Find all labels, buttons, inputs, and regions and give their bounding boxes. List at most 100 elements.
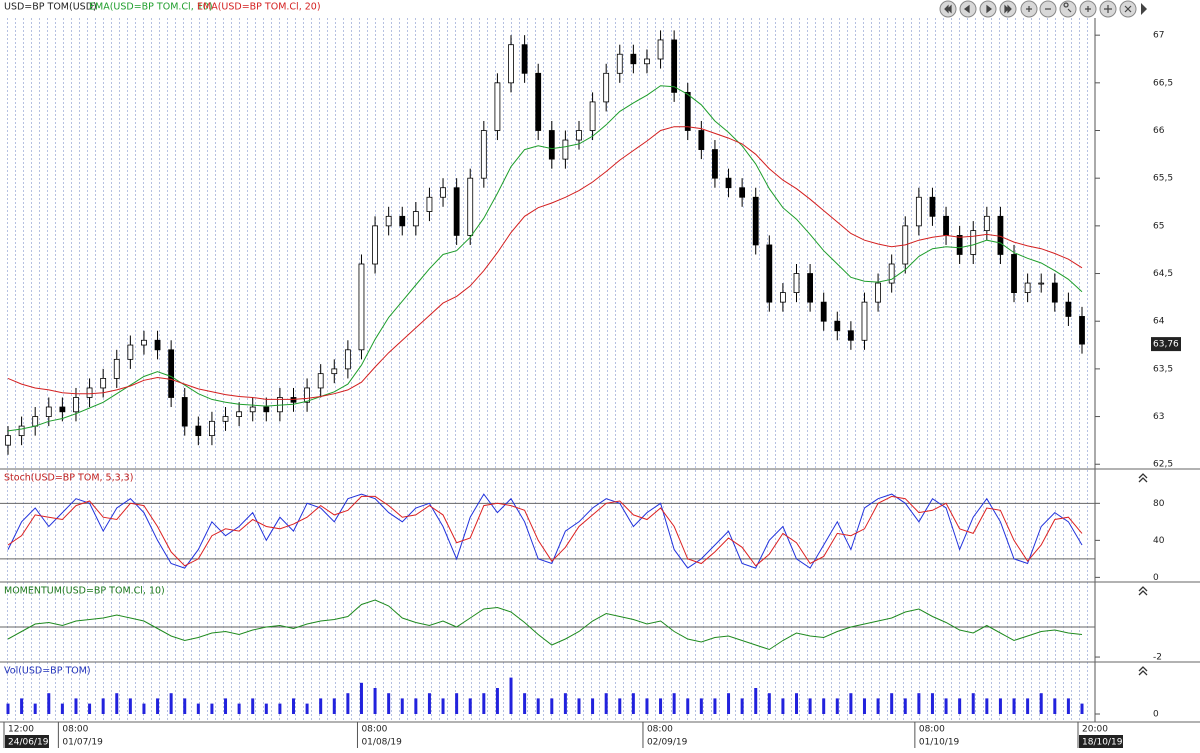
volume-bar (822, 698, 826, 714)
candle-body (956, 234, 963, 255)
candle-body (344, 349, 351, 370)
candle-body (766, 244, 773, 303)
toolbar-icon[interactable] (1141, 3, 1147, 15)
volume-bar (33, 703, 37, 714)
candle-body (127, 344, 134, 360)
volume-bar (659, 698, 663, 714)
y-tick-label: 63,5 (1153, 364, 1173, 374)
volume-bar (1053, 698, 1057, 714)
toolbar-icon[interactable] (1085, 6, 1091, 12)
toolbar-icon[interactable] (1104, 5, 1112, 13)
volume-bar (536, 698, 540, 714)
collapse-button[interactable] (1138, 473, 1148, 483)
volume-bar (998, 698, 1002, 714)
x-tick-date: 01/08/19 (361, 738, 402, 748)
volume-bar (278, 703, 282, 714)
volume-bar (224, 698, 228, 714)
candle-body (834, 320, 841, 332)
candle-body (1065, 301, 1072, 317)
candle-body (562, 139, 569, 160)
candle-body (222, 416, 229, 422)
x-tick-date: 01/07/19 (62, 738, 103, 748)
candle-body (154, 339, 161, 351)
candle-body (521, 44, 528, 74)
x-tick-time: 08:00 (919, 725, 945, 735)
panel-title: Vol(USD=BP TOM) (4, 666, 91, 677)
toolbar-icon[interactable] (1063, 2, 1072, 13)
candle-body (1024, 282, 1031, 294)
volume-bar (917, 693, 921, 714)
candle-body (18, 425, 25, 437)
candle-body (59, 406, 66, 413)
volume-bar (196, 703, 200, 714)
candle-body (100, 378, 107, 389)
last-value-label: 63,76 (1153, 340, 1179, 350)
y-tick-label: 64,5 (1153, 269, 1173, 279)
volume-bar (1039, 693, 1043, 714)
toolbar-icon[interactable] (964, 4, 970, 14)
volume-bar (1080, 703, 1084, 714)
candle-body (752, 196, 759, 246)
y-tick-label: 66 (1153, 126, 1165, 136)
volume-bar (346, 693, 350, 714)
y-tick-label: 67 (1153, 31, 1164, 41)
collapse-button[interactable] (1138, 666, 1148, 676)
volume-bar (631, 693, 635, 714)
candle-body (73, 397, 79, 413)
volume-bar (699, 698, 703, 714)
toolbar-icon[interactable] (986, 4, 992, 14)
toolbar-icon[interactable] (1124, 5, 1132, 13)
volume-bar (74, 698, 78, 714)
candle-body (630, 53, 637, 65)
candle-body (970, 230, 977, 255)
candle-body (807, 273, 814, 303)
volume-bar (20, 698, 24, 714)
candle-body (644, 58, 650, 65)
y-tick-label: 65 (1153, 221, 1164, 231)
candle-body (168, 349, 175, 398)
candle-body (263, 406, 270, 413)
volume-bar (400, 698, 404, 714)
volume-bar (6, 703, 10, 714)
collapse-button[interactable] (1138, 586, 1148, 596)
candle-body (875, 282, 881, 303)
candle-body (739, 187, 746, 198)
volume-bar (672, 693, 676, 714)
candle-body (32, 416, 39, 427)
panel-title: MOMENTUM(USD=BP TOM.Cl, 10) (4, 586, 165, 597)
y-tick-label: -2 (1153, 653, 1162, 663)
legend-entry: EMA(USD=BP TOM.Cl, 20) (197, 2, 321, 13)
toolbar-icon[interactable] (1026, 6, 1032, 12)
volume-bar (523, 693, 527, 714)
toolbar-icon[interactable] (1004, 4, 1012, 14)
candle-body (671, 39, 678, 93)
candle-body (426, 196, 433, 212)
volume-bar (645, 698, 649, 714)
volume-bar (101, 698, 105, 714)
x-tick-date: 24/06/19 (8, 738, 49, 748)
last-value-box (1151, 337, 1181, 352)
volume-bar (305, 703, 309, 714)
candle-body (331, 368, 338, 375)
volume-bar (359, 682, 363, 714)
candle-body (45, 406, 52, 417)
volume-bar (183, 698, 187, 714)
toolbar-icon[interactable] (944, 4, 952, 14)
volume-bar (944, 698, 948, 714)
legend-entry: EMA(USD=BP TOM.Cl, 10) (89, 2, 213, 13)
candle-body (195, 425, 202, 437)
candle-body (304, 387, 310, 403)
volume-bar (468, 698, 472, 714)
candle-body (548, 130, 555, 160)
x-tick-time: 08:00 (647, 725, 673, 735)
y-tick-label: 0 (1153, 710, 1159, 720)
volume-bar (740, 698, 744, 714)
y-tick-label: 65,5 (1153, 174, 1173, 184)
x-tick-time: 08:00 (361, 725, 387, 735)
candle-body (861, 301, 868, 341)
candle-body (847, 330, 854, 341)
date-box (5, 735, 49, 748)
candle-body (209, 420, 215, 437)
